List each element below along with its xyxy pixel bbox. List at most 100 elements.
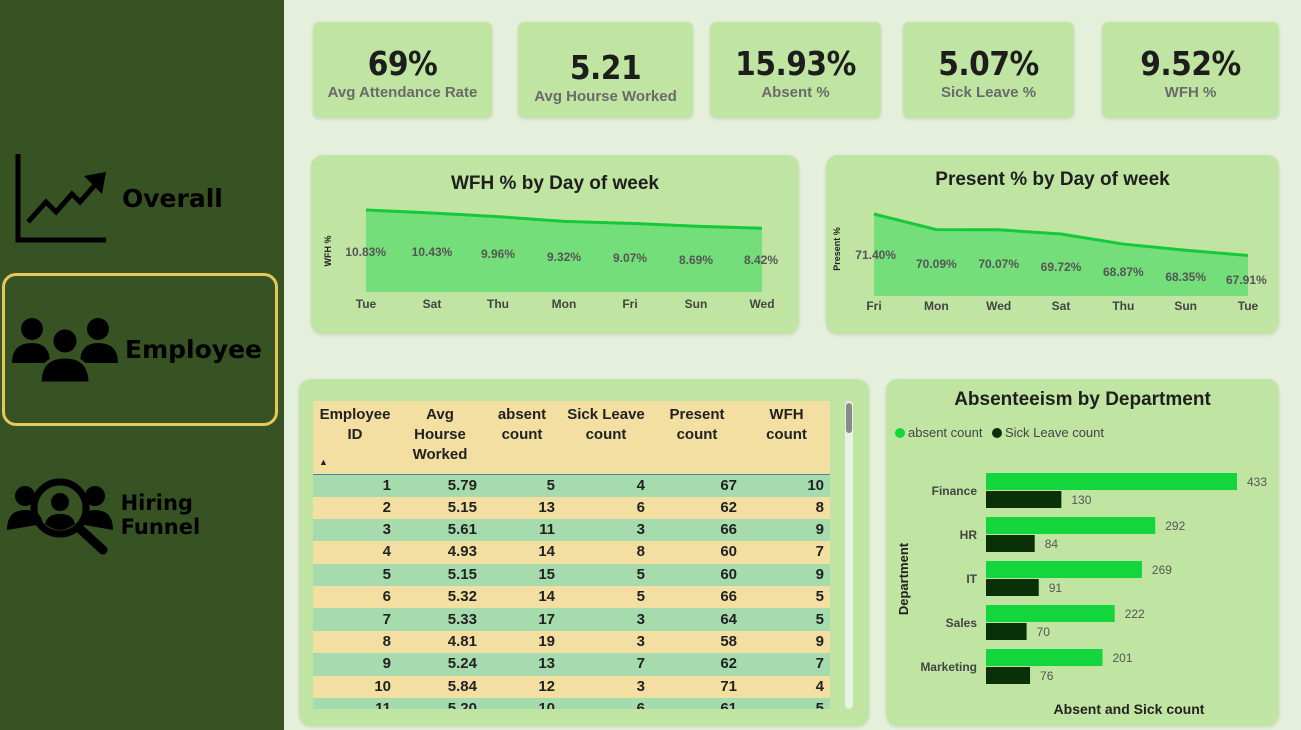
table-scroll-thumb[interactable] (846, 403, 852, 433)
kpi-value: 9.52% (1140, 44, 1241, 83)
table-cell: 17 (483, 608, 561, 631)
kpi-value: 5.07% (938, 44, 1039, 83)
column-header[interactable]: WFH count (743, 401, 830, 475)
table-cell: 8 (743, 496, 830, 519)
table-cell: 9 (313, 653, 397, 676)
table-cell: 11 (313, 698, 397, 709)
x-tick-label: Wed (986, 299, 1011, 313)
table-row[interactable]: 1 5.79 5 4 67 10 (313, 474, 830, 497)
table-cell: 7 (561, 653, 651, 676)
bar (986, 561, 1142, 578)
x-axis-label: Absent and Sick count (1054, 701, 1205, 717)
table-scrollbar[interactable] (845, 401, 853, 709)
area-fill (366, 210, 762, 292)
table-cell: 6 (561, 698, 651, 709)
x-tick-label: Mon (924, 299, 949, 313)
table-cell: 6 (561, 496, 651, 519)
table-cell: 5.61 (397, 518, 483, 542)
nav-label-employee: Employee (125, 335, 262, 364)
data-label: 9.32% (547, 250, 581, 264)
chart-trend-icon (2, 152, 122, 244)
nav-item-overall[interactable]: Overall (2, 148, 278, 248)
table-cell: 5.79 (397, 474, 483, 497)
table-cell: 60 (651, 563, 743, 587)
table-cell: 5 (483, 474, 561, 497)
people-search-icon (2, 474, 121, 556)
table-row[interactable]: 4 4.93 14 8 60 7 (313, 541, 830, 564)
table-cell: 3 (561, 518, 651, 542)
table-cell: 71 (651, 675, 743, 699)
table-cell: 5.15 (397, 563, 483, 587)
table-cell: 5 (743, 698, 830, 709)
table-cell: 4 (743, 675, 830, 699)
data-label: 8.42% (744, 253, 778, 267)
table-cell: 5 (313, 563, 397, 587)
table-row[interactable]: 3 5.61 11 3 66 9 (313, 518, 830, 542)
kpi-value: 5.21 (569, 48, 642, 87)
table-row[interactable]: 2 5.15 13 6 62 8 (313, 496, 830, 519)
present-chart: 71.40% 70.09% 70.07% 69.72% 68.87% 68.35% 67.9… (832, 212, 1267, 313)
table-row[interactable]: 5 5.15 15 5 60 9 (313, 563, 830, 587)
data-label: 91 (1049, 581, 1063, 595)
bar (986, 605, 1115, 622)
x-tick-label: Sun (685, 297, 708, 311)
table-cell: 19 (483, 630, 561, 654)
column-header[interactable]: Employee ID ▲ (313, 401, 397, 475)
x-tick-label: Fri (622, 297, 637, 311)
bar (986, 623, 1027, 640)
table-cell: 13 (483, 496, 561, 519)
table-cell: 8 (313, 630, 397, 654)
y-tick-label: Sales (946, 616, 978, 630)
column-header[interactable]: absent count (483, 401, 561, 475)
department-chart-title: Absenteeism by Department (954, 389, 1211, 410)
table-cell: 61 (651, 698, 743, 709)
table-cell: 1 (313, 474, 397, 497)
table-cell: 2 (313, 496, 397, 519)
data-label: 70 (1037, 625, 1051, 639)
present-chart-panel: Present % by Day of week 71.40% 70.09% 70.… (826, 155, 1279, 334)
table-cell: 13 (483, 653, 561, 676)
x-tick-label: Sat (423, 297, 442, 311)
table-cell: 10 (743, 474, 830, 497)
nav-item-employee[interactable]: Employee (2, 273, 278, 426)
table-cell: 10 (483, 698, 561, 709)
department-chart-panel: Absenteeism by Department absent count Si… (886, 379, 1279, 726)
data-label: 10.83% (345, 245, 386, 259)
table-cell: 3 (561, 608, 651, 631)
table-cell: 7 (313, 608, 397, 631)
y-axis-label: Department (896, 542, 911, 615)
column-header[interactable]: Sick Leave count (561, 401, 651, 475)
data-label: 69.72% (1041, 260, 1082, 274)
table-cell: 4 (561, 474, 651, 497)
table-cell: 3 (561, 630, 651, 654)
kpi-card-wfh: 9.52% WFH % (1102, 22, 1279, 118)
data-label: 269 (1152, 563, 1172, 577)
table-cell: 5.33 (397, 608, 483, 631)
present-chart-title: Present % by Day of week (935, 169, 1170, 190)
area-line (873, 212, 1249, 257)
bar (986, 649, 1103, 666)
column-header[interactable]: Avg Hourse Worked (397, 401, 483, 475)
nav-item-hiring-funnel[interactable]: Hiring Funnel (2, 470, 278, 560)
table-row[interactable]: 10 5.84 12 3 71 4 (313, 675, 830, 699)
column-header[interactable]: Present count (651, 401, 743, 475)
x-tick-label: Mon (552, 297, 577, 311)
table-cell: 5.24 (397, 653, 483, 676)
wfh-chart: 10.83% 10.43% 9.96% 9.32% 9.07% 8.69% 8.42% Tue… (323, 208, 778, 311)
table-cell: 62 (651, 496, 743, 519)
kpi-label: Absent % (761, 84, 830, 101)
table-row[interactable]: 9 5.24 13 7 62 7 (313, 653, 830, 676)
kpi-card-attendance: 69% Avg Attendance Rate (313, 22, 492, 118)
table-row[interactable]: 7 5.33 17 3 64 5 (313, 608, 830, 631)
table-row[interactable]: 11 5.20 10 6 61 5 (313, 698, 830, 709)
kpi-label: Avg Attendance Rate (327, 84, 478, 101)
data-label: 10.43% (412, 245, 453, 259)
table-cell: 64 (651, 608, 743, 631)
table-cell: 3 (313, 518, 397, 542)
sort-ascending-icon[interactable]: ▲ (319, 456, 328, 467)
table-row[interactable]: 6 5.32 14 5 66 5 (313, 586, 830, 609)
area-line (365, 208, 763, 230)
table-row[interactable]: 8 4.81 19 3 58 9 (313, 630, 830, 654)
table-cell: 7 (743, 541, 830, 564)
table-cell: 5.15 (397, 496, 483, 519)
